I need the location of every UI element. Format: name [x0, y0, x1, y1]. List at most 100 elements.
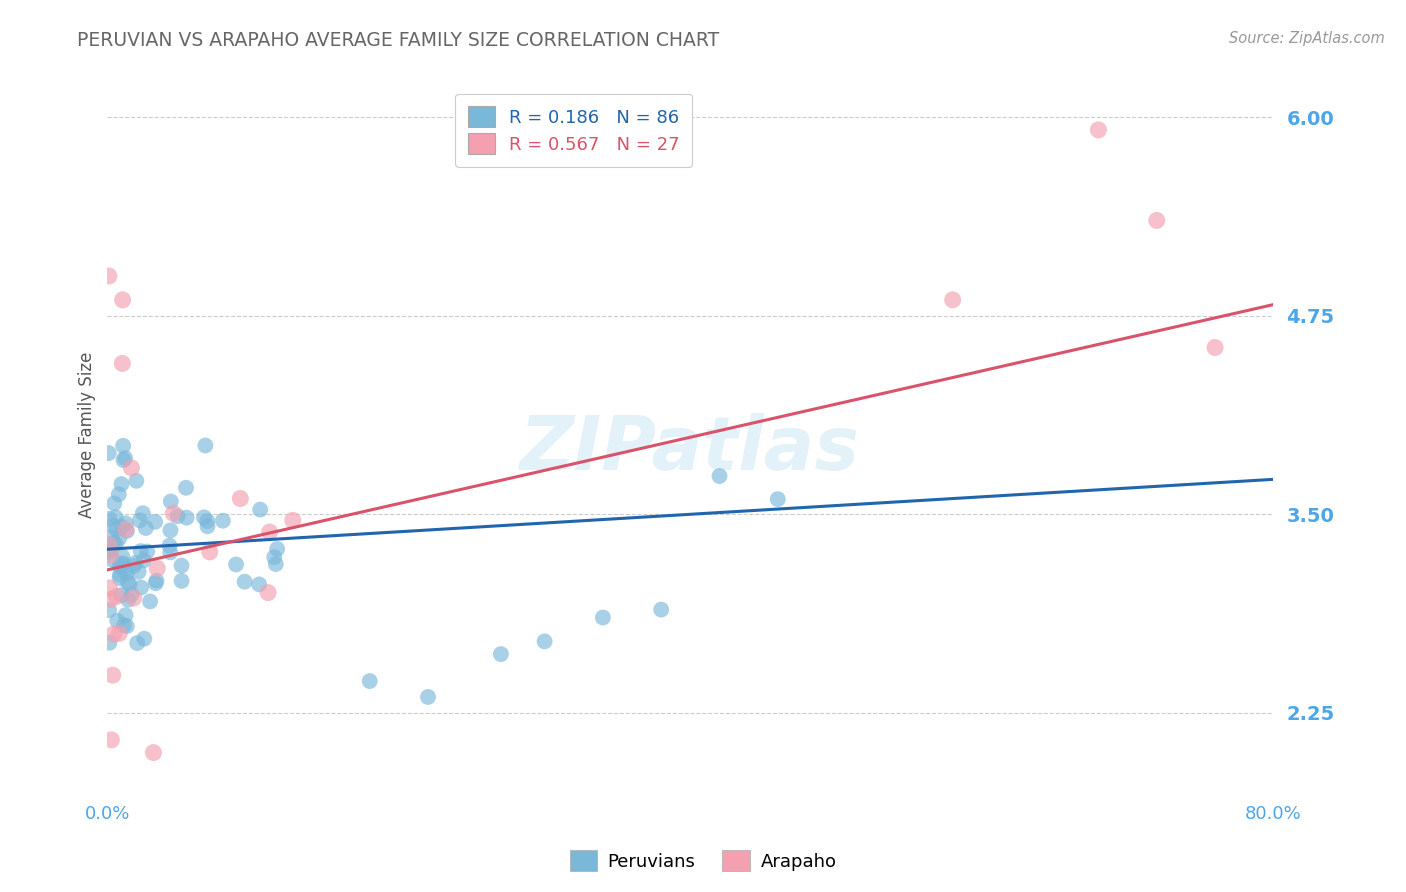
Point: [108, 559, 131, 574]
Point: [128, 513, 150, 527]
Point: [136, 544, 159, 558]
Point: [145, 574, 167, 588]
Point: [159, 494, 181, 508]
Point: [122, 591, 145, 605]
Point: [212, 514, 235, 528]
Point: [111, 549, 134, 564]
Point: [225, 558, 247, 572]
Point: [247, 577, 270, 591]
Point: [159, 539, 181, 553]
Point: [259, 524, 281, 539]
Point: [112, 453, 135, 467]
Point: [103, 627, 125, 641]
Point: [264, 557, 287, 571]
Point: [115, 524, 138, 538]
Point: [114, 450, 136, 465]
Text: ZIPatlas: ZIPatlas: [520, 413, 860, 485]
Point: [98, 603, 121, 617]
Point: [162, 506, 184, 520]
Point: [176, 510, 198, 524]
Point: [97, 543, 120, 558]
Point: [108, 531, 131, 545]
Point: [281, 513, 304, 527]
Point: [120, 460, 142, 475]
Point: [359, 674, 381, 689]
Point: [107, 487, 129, 501]
Point: [103, 496, 125, 510]
Point: [132, 506, 155, 520]
Point: [111, 558, 134, 572]
Point: [98, 636, 121, 650]
Point: [592, 610, 614, 624]
Point: [98, 545, 121, 559]
Point: [942, 293, 965, 307]
Point: [266, 541, 288, 556]
Point: [1204, 341, 1226, 355]
Point: [111, 520, 134, 534]
Point: [145, 576, 167, 591]
Point: [195, 514, 218, 528]
Point: [97, 446, 120, 460]
Point: [197, 519, 219, 533]
Point: [229, 491, 252, 506]
Point: [766, 492, 789, 507]
Point: [170, 574, 193, 588]
Point: [117, 592, 139, 607]
Text: PERUVIAN VS ARAPAHO AVERAGE FAMILY SIZE CORRELATION CHART: PERUVIAN VS ARAPAHO AVERAGE FAMILY SIZE …: [77, 31, 720, 50]
Point: [105, 614, 128, 628]
Point: [142, 746, 165, 760]
Point: [132, 553, 155, 567]
Point: [134, 632, 156, 646]
Point: [115, 523, 138, 537]
Point: [112, 439, 135, 453]
Point: [118, 577, 141, 591]
Point: [112, 563, 135, 577]
Point: [166, 509, 188, 524]
Point: [533, 634, 555, 648]
Point: [120, 588, 142, 602]
Point: [135, 521, 157, 535]
Point: [146, 561, 169, 575]
Point: [1087, 123, 1109, 137]
Point: [112, 557, 135, 571]
Point: [105, 590, 128, 604]
Point: [110, 477, 132, 491]
Point: [257, 585, 280, 599]
Point: [111, 356, 134, 370]
Point: [128, 565, 150, 579]
Point: [159, 524, 181, 538]
Point: [1146, 213, 1168, 227]
Y-axis label: Average Family Size: Average Family Size: [79, 351, 96, 518]
Point: [125, 474, 148, 488]
Point: [416, 690, 439, 704]
Point: [249, 502, 271, 516]
Point: [159, 545, 181, 559]
Point: [104, 537, 127, 551]
Point: [103, 536, 125, 550]
Point: [110, 588, 132, 602]
Point: [127, 636, 149, 650]
Point: [108, 626, 131, 640]
Point: [111, 293, 134, 307]
Point: [101, 668, 124, 682]
Legend: R = 0.186   N = 86, R = 0.567   N = 27: R = 0.186 N = 86, R = 0.567 N = 27: [456, 94, 693, 167]
Point: [112, 618, 135, 632]
Point: [174, 481, 197, 495]
Point: [650, 602, 672, 616]
Point: [143, 515, 166, 529]
Point: [103, 518, 125, 533]
Point: [114, 516, 136, 531]
Point: [105, 522, 128, 536]
Point: [108, 571, 131, 585]
Point: [98, 581, 121, 595]
Point: [114, 608, 136, 623]
Point: [98, 512, 121, 526]
Point: [97, 538, 120, 552]
Point: [115, 619, 138, 633]
Point: [101, 553, 124, 567]
Point: [115, 566, 138, 581]
Point: [104, 510, 127, 524]
Text: Source: ZipAtlas.com: Source: ZipAtlas.com: [1229, 31, 1385, 46]
Point: [129, 544, 152, 558]
Point: [122, 559, 145, 574]
